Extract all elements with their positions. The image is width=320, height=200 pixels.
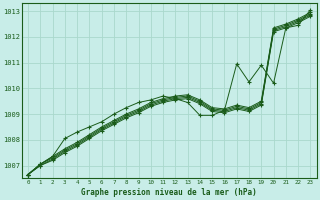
X-axis label: Graphe pression niveau de la mer (hPa): Graphe pression niveau de la mer (hPa) [81, 188, 257, 197]
